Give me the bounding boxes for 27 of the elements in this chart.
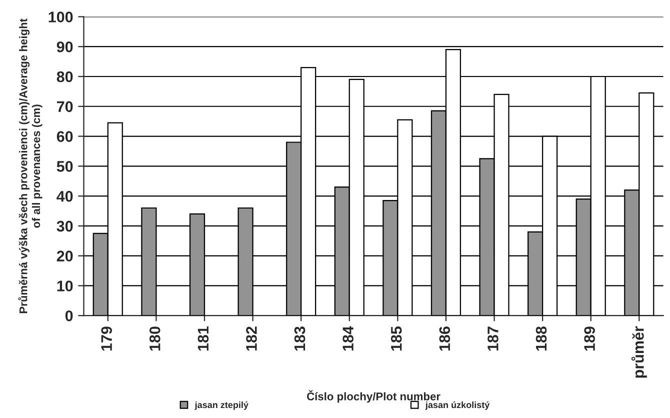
x-tick-label: 179 — [101, 326, 112, 351]
x-tick-label: 182 — [246, 326, 257, 351]
x-tick-label: 184 — [342, 326, 354, 351]
x-tick-label: průměr — [631, 326, 647, 378]
y-tick-label: 70 — [57, 101, 73, 112]
y-tick-label: 80 — [56, 71, 73, 82]
y-axis-title: Průměrná výška všech provenienci (cm)/Average height of all provenances (cm) — [18, 18, 42, 314]
y-tick-label: 50 — [56, 161, 73, 172]
y-tick-label: 10 — [57, 280, 73, 292]
x-tick-label: 186 — [439, 326, 450, 351]
y-tick-label: 20 — [56, 250, 73, 262]
y-tick-label: 100 — [48, 12, 73, 22]
x-tick-label: 183 — [294, 326, 306, 351]
x-tick-label: 181 — [198, 326, 209, 351]
x-tick-label: 188 — [536, 326, 547, 351]
y-tick-label: 30 — [56, 220, 73, 232]
legend-label: jasan úzkolistý — [425, 401, 490, 410]
y-tick-label: 0 — [65, 310, 73, 322]
x-tick-label: 189 — [584, 326, 595, 351]
y-tick-label: 60 — [56, 131, 73, 142]
x-tick-label: 185 — [390, 326, 402, 351]
y-tick-label: 90 — [56, 41, 73, 52]
legend-label: jasan ztepilý — [194, 401, 248, 410]
x-tick-label: 180 — [149, 326, 160, 351]
x-tick-label: 187 — [488, 326, 498, 351]
y-tick-label: 40 — [56, 190, 73, 202]
x-axis-title: Číslo plochy/Plot number — [307, 390, 440, 403]
